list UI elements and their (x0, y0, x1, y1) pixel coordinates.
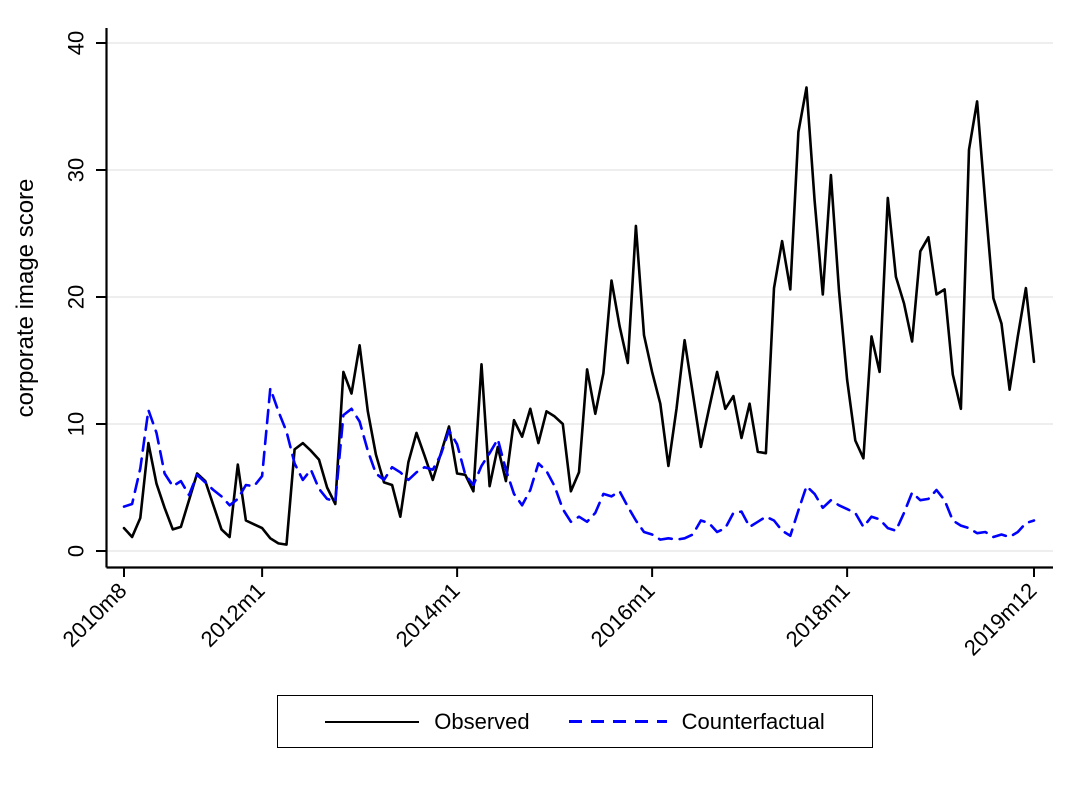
x-tick-label-2010m8: 2010m8 (58, 578, 132, 652)
counterfactual-line-sample (568, 720, 667, 723)
axes: 0 10 20 30 40 2010m8 2012m1 2014m1 2016m1 2018m1 2… (58, 28, 1053, 660)
x-tick-label-2019m12: 2019m12 (959, 578, 1042, 661)
y-tick-label-40: 40 (64, 31, 89, 55)
x-tick-label-2016m1: 2016m1 (586, 578, 660, 652)
legend-label-counterfactual: Counterfactual (681, 708, 825, 734)
gridlines (106, 42, 1053, 552)
data-series (122, 86, 1036, 546)
y-tick-label-0: 0 (64, 545, 89, 557)
series-observed (122, 86, 1036, 546)
x-tick-label-2018m1: 2018m1 (781, 578, 855, 652)
y-tick-label-20: 20 (64, 285, 89, 309)
series-counterfactual (122, 387, 1036, 541)
legend: Observed Counterfactual (277, 695, 873, 748)
x-tick-label-2012m1: 2012m1 (196, 578, 270, 652)
observed-line-sample (325, 720, 420, 723)
legend-label-observed: Observed (434, 708, 530, 734)
x-tick-label-2014m1: 2014m1 (391, 578, 465, 652)
y-tick-label-10: 10 (64, 412, 89, 436)
y-tick-label-30: 30 (64, 158, 89, 182)
y-axis-title: corporate image score (12, 179, 39, 418)
